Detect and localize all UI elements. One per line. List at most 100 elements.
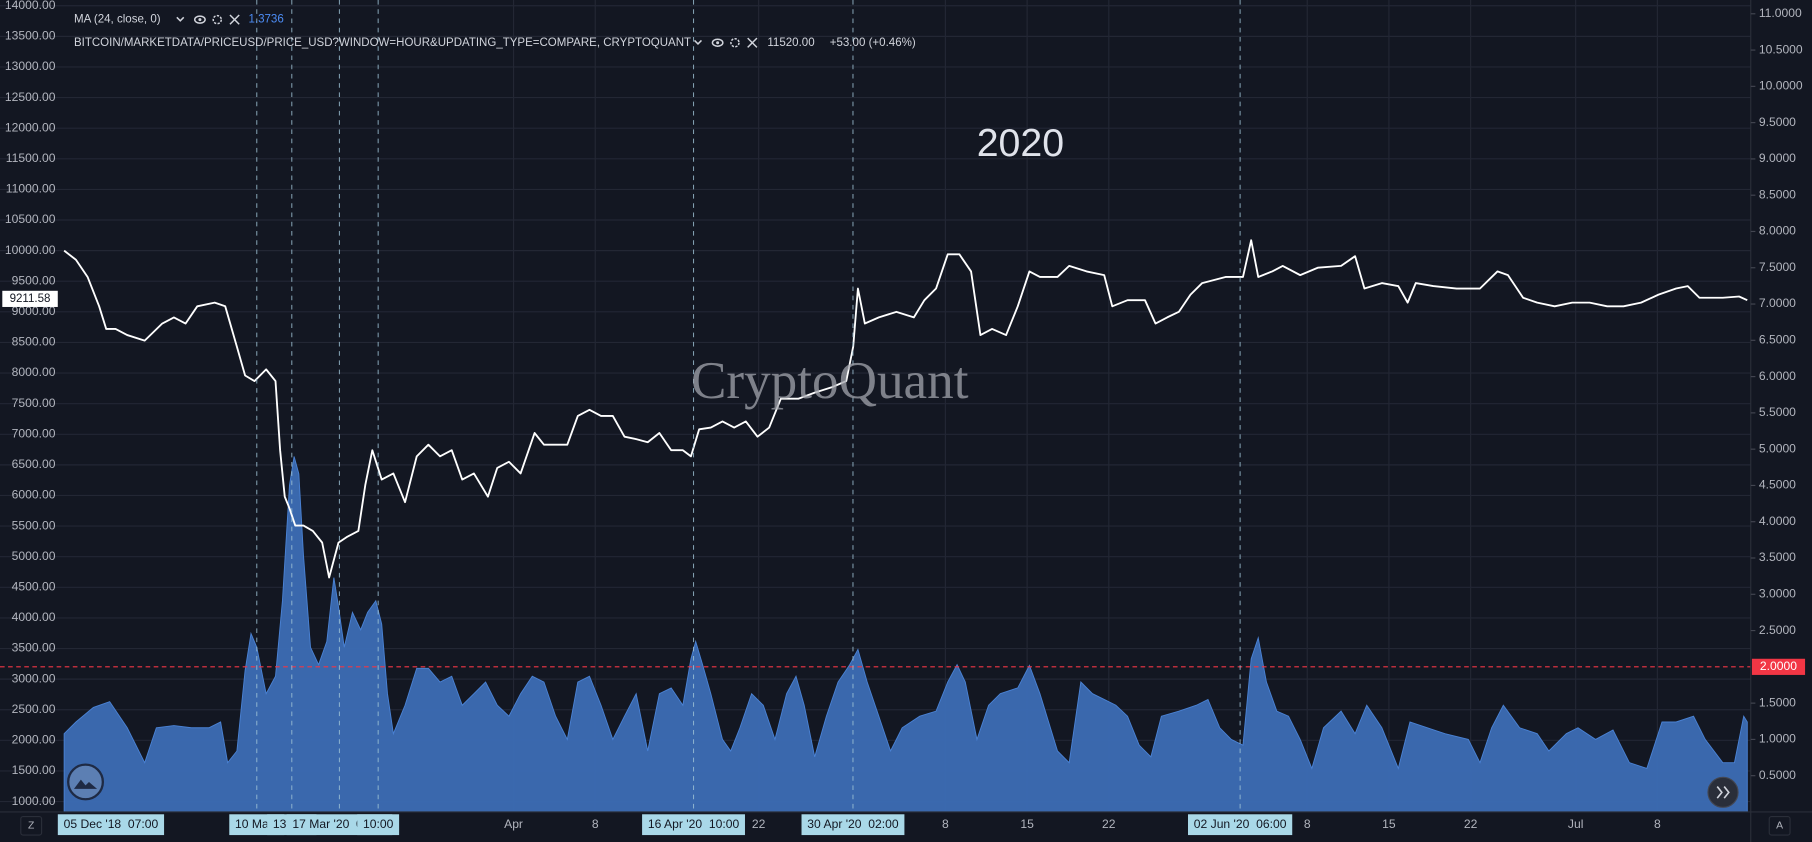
y-tick-label: 13500.00: [5, 29, 56, 43]
plot-area: [0, 0, 1751, 813]
y-tick-label: 9000.00: [12, 304, 56, 318]
y2-tick-label: 2.5000: [1759, 623, 1796, 637]
a-button-label[interactable]: A: [1776, 821, 1783, 832]
y2-tick-label: 8.0000: [1759, 224, 1796, 238]
time-label: 16 Apr '20 10:00: [648, 817, 740, 831]
logo: [67, 763, 105, 801]
x-tick-label: Jul: [1568, 817, 1584, 831]
z-button[interactable]: Z: [20, 816, 43, 836]
y-tick-label: 12500.00: [5, 90, 56, 104]
x-tick-label: 15: [1020, 817, 1034, 831]
y2-tick-label: 3.0000: [1759, 586, 1796, 600]
y2-tick-label: 9.0000: [1759, 151, 1796, 165]
y-tick-label: 9500.00: [12, 273, 56, 287]
y-tick-label: 2000.00: [12, 733, 56, 747]
watermark: CryptoQuant: [691, 352, 969, 410]
x-tick-label: 8: [1654, 817, 1661, 831]
legend-value: 1.3736: [248, 14, 283, 26]
legend-change: +53.00 (+0.46%): [830, 37, 916, 49]
legend-close-icon[interactable]: [747, 37, 758, 48]
line: [63, 239, 1748, 579]
y-tick-label: 8500.00: [12, 335, 56, 349]
y-tick-label: 5000.00: [12, 549, 56, 563]
a-button[interactable]: A: [1768, 816, 1791, 836]
y2-tick-label: 6.5000: [1759, 333, 1796, 347]
y2-tick-label: 11.0000: [1759, 6, 1802, 20]
scroll-button[interactable]: [1707, 776, 1739, 808]
annotation: 2020: [977, 121, 1064, 165]
y2-tick-label: 9.5000: [1759, 115, 1796, 129]
legend-chevron[interactable]: [176, 16, 185, 22]
x-tick-label: 8: [942, 817, 949, 831]
y-tick-label: 14000.00: [5, 0, 56, 12]
y2-tick-label: 5.5000: [1759, 405, 1796, 419]
legend-close-icon[interactable]: [229, 14, 240, 25]
y-tick-label: 11000.00: [6, 182, 56, 196]
threshold-tag: [1751, 658, 1806, 675]
y2-tick-label: 0.5000: [1759, 768, 1796, 782]
y-tick-label: 7000.00: [12, 426, 56, 440]
z-button-label[interactable]: Z: [28, 821, 35, 832]
y2-tick-label: 5.0000: [1759, 441, 1796, 455]
time-label-box: [357, 814, 400, 836]
y-tick-label: 4000.00: [12, 610, 56, 624]
legend-gear-icon[interactable]: [212, 14, 223, 25]
y-tick-label: 10500.00: [5, 212, 56, 226]
time-label-box: [801, 814, 905, 836]
y-tick-label: 3500.00: [12, 641, 56, 655]
x-tick-label: 8: [1304, 817, 1311, 831]
x-tick-label: 8: [592, 817, 599, 831]
y-tick-label: 11500.00: [6, 151, 56, 165]
y-tick-label: 1000.00: [12, 794, 56, 808]
time-label-box: [1187, 814, 1293, 836]
area: [63, 456, 1748, 813]
y2-tick-label: 1.0000: [1759, 732, 1796, 746]
y2-tick-label: 4.5000: [1759, 478, 1796, 492]
y-tick-label: 2500.00: [12, 702, 56, 716]
legend-chevron[interactable]: [693, 39, 702, 45]
x-tick-label: 22: [1102, 817, 1116, 831]
y-tick-label: 3000.00: [12, 671, 56, 685]
y-tick-label: 6000.00: [12, 488, 56, 502]
y2-tick-label: 7.5000: [1759, 260, 1796, 274]
y-tick-label: 5500.00: [12, 518, 56, 532]
legend-eye-icon[interactable]: [193, 15, 206, 24]
legend: MA (24, close, 0) 1.3736 BITCOIN/MARKETD…: [74, 14, 916, 49]
y2-tick-label: 4.0000: [1759, 514, 1796, 528]
y-tick-label: 6500.00: [12, 457, 56, 471]
y-tick-label: 1500.00: [12, 763, 56, 777]
y2-tick-label: 7.0000: [1759, 296, 1796, 310]
time-label: 10:00: [363, 817, 394, 831]
y2-tick-label: 3.5000: [1759, 550, 1796, 564]
legend-name: BITCOIN/MARKETDATA/PRICEUSD/PRICE_USD?WI…: [74, 37, 691, 49]
y-tick-label: 12000.00: [5, 120, 56, 134]
y2-tick-label: 10.0000: [1759, 79, 1803, 93]
x-tick-label: Apr: [504, 817, 523, 831]
x-tick-label: 22: [752, 817, 766, 831]
y2-tick-label: 1.5000: [1759, 695, 1796, 709]
time-label: 02 Jun '20 06:00: [1194, 817, 1287, 831]
time-label: 30 Apr '20 02:00: [807, 817, 899, 831]
threshold-label: 2.0000: [1760, 659, 1797, 673]
legend-name: MA (24, close, 0): [74, 14, 161, 26]
x-tick-label: 22: [1464, 817, 1478, 831]
legend-value: 11520.00: [767, 37, 814, 49]
y-tick-label: 7500.00: [12, 396, 56, 410]
x-tick-label: 15: [1382, 817, 1396, 831]
legend-gear-icon[interactable]: [730, 37, 740, 48]
legend-eye-icon[interactable]: [711, 38, 724, 47]
y-tick-label: 8000.00: [12, 365, 56, 379]
y-tick-label: 13000.00: [5, 59, 56, 73]
y2-tick-label: 8.5000: [1759, 187, 1796, 201]
time-label: 05 Dec '18 07:00: [64, 817, 159, 831]
price-tag-label: 9211.58: [10, 293, 51, 305]
y-tick-label: 10000.00: [5, 243, 56, 257]
time-label-box: [642, 814, 745, 836]
time-label-box: [57, 814, 165, 836]
price-tag: [2, 290, 58, 307]
y-tick-label: 4500.00: [12, 580, 56, 594]
y2-tick-label: 6.0000: [1759, 369, 1796, 383]
